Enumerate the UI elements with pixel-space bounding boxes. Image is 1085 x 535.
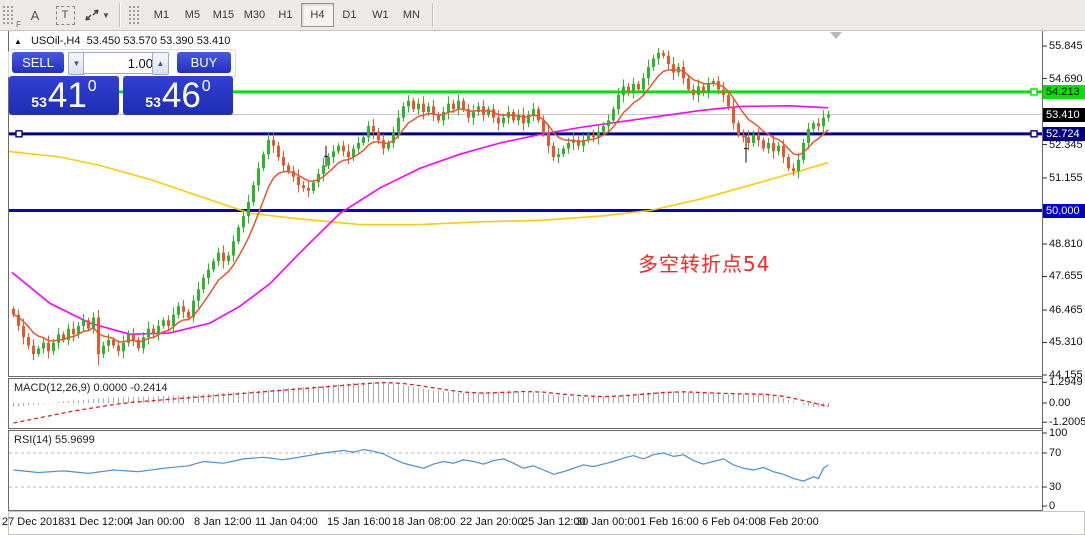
rsi-scale-label: 0: [1049, 500, 1056, 512]
cursor-tool-button[interactable]: A: [24, 4, 46, 26]
time-tick-label: 11 Jan 04:00: [255, 516, 318, 528]
price-tag-label: 52.724: [1043, 126, 1085, 141]
timeframe-button-h1[interactable]: H1: [278, 9, 293, 21]
arrows-tool-button[interactable]: ▼: [84, 4, 110, 26]
price-tick-label: 48.810: [1049, 237, 1083, 250]
timeframe-button-mn[interactable]: MN: [402, 9, 420, 21]
rsi-scale-label: 30: [1049, 481, 1062, 493]
chart-title: ▲ USOil-,H4 53.450 53.570 53.390 53.410: [14, 35, 230, 47]
letter-a-icon: A: [30, 7, 40, 23]
timeframe-button-m15[interactable]: M15: [212, 9, 235, 21]
price-tick-label: 47.655: [1049, 270, 1083, 283]
chart-ohlc-values: 53.450 53.570 53.390 53.410: [86, 35, 231, 47]
time-tick-label: 4 Jan 00:00: [127, 516, 185, 528]
price-tick-label: 54.690: [1049, 72, 1083, 85]
rsi-indicator-label: RSI(14) 55.9699: [14, 434, 95, 446]
text-label-tool-button[interactable]: T: [54, 4, 76, 26]
price-tick-label: 44.155: [1049, 369, 1083, 381]
top-toolbar: F A T ▼ M1 M5 M15 M30 H1 H4 D1 W1 MN: [0, 0, 1085, 31]
macd-scale-label: -1.2005: [1049, 416, 1085, 429]
price-tick-label: 55.845: [1049, 40, 1083, 52]
spinner-down-icon: ▼: [72, 59, 81, 68]
chart-text-annotation[interactable]: 多空转折点54: [638, 252, 771, 276]
time-tick-label: 1 Feb 16:00: [640, 516, 699, 528]
macd-indicator-label: MACD(12,26,9) 0.0000 -0.2414: [14, 382, 168, 394]
price-tick-label: 52.345: [1049, 138, 1083, 151]
bid-price-box[interactable]: 53 41 0: [9, 76, 119, 115]
collapse-panel-icon[interactable]: ▲: [14, 37, 22, 46]
timeframe-button-m30[interactable]: M30: [243, 9, 266, 21]
volume-increase-button[interactable]: ▲: [152, 52, 169, 75]
time-tick-label: 6 Feb 04:00: [702, 516, 761, 528]
time-tick-label: 8 Jan 12:00: [194, 516, 252, 528]
sell-button[interactable]: SELL: [12, 52, 64, 73]
price-tag-label: 50.000: [1043, 203, 1085, 218]
price-tick-label: 45.310: [1049, 336, 1083, 349]
timeframe-button-d1[interactable]: D1: [342, 9, 357, 21]
macd-scale-label: 0.00: [1049, 397, 1071, 409]
chart-symbol-timeframe: USOil-,H4: [30, 35, 81, 47]
rsi-scale-label: 100: [1049, 427, 1068, 439]
macd-scale-label: 1.2949: [1049, 376, 1083, 389]
time-tick-label: 18 Jan 08:00: [392, 516, 456, 528]
rsi-scale-label: 70: [1049, 447, 1062, 459]
ask-big-figure: 53: [145, 94, 161, 110]
ask-point: 0: [201, 78, 211, 95]
toolbar-grip-icon[interactable]: [127, 5, 140, 25]
price-tick-label: 51.155: [1049, 171, 1083, 184]
text-tool-icon: T: [55, 5, 75, 25]
buy-button[interactable]: BUY: [177, 52, 231, 73]
time-tick-label: 15 Jan 16:00: [327, 516, 391, 528]
price-tag-label: 54.213: [1043, 84, 1085, 99]
volume-input[interactable]: [83, 52, 159, 74]
ask-pips: 46: [161, 76, 201, 115]
price-tag-label: 53.410: [1043, 107, 1085, 122]
one-click-trading-panel: SELL ▼ ▲ BUY 53 41 0 53 46 0: [8, 49, 236, 115]
time-tick-label: 25 Jan 12:00: [522, 516, 586, 528]
timeframe-button-m1[interactable]: M1: [153, 9, 170, 21]
time-tick-label: 22 Jan 20:00: [460, 516, 524, 528]
time-tick-label: 30 Jan 00:00: [576, 516, 640, 528]
time-tick-label: 31 Dec 12:00: [64, 516, 130, 528]
ask-price-box[interactable]: 53 46 0: [123, 76, 233, 115]
diagonal-arrows-icon: [85, 9, 99, 21]
timeframe-bar: M1 M5 M15 M30 H1 H4 D1 W1 MN: [146, 3, 427, 27]
trade-controls-row: SELL ▼ ▲ BUY: [8, 49, 236, 77]
bid-pips: 41: [47, 76, 87, 115]
time-tick-label: 8 Feb 20:00: [760, 516, 819, 528]
chevron-down-icon: ▼: [102, 10, 110, 20]
bid-big-figure: 53: [31, 94, 47, 110]
price-tick-label: 46.465: [1049, 303, 1083, 316]
toolbar-separator: [118, 3, 121, 27]
timeframe-button-m5[interactable]: M5: [184, 9, 201, 21]
time-tick-label: 27 Dec 2018: [2, 516, 65, 528]
toolbar-grip-icon[interactable]: F: [2, 5, 21, 29]
timeframe-button-w1[interactable]: W1: [372, 9, 389, 21]
toolbar-separator: [431, 3, 434, 27]
timeframe-button-h4[interactable]: H4: [300, 3, 334, 27]
spinner-up-icon: ▲: [156, 59, 165, 68]
bid-point: 0: [87, 78, 97, 95]
